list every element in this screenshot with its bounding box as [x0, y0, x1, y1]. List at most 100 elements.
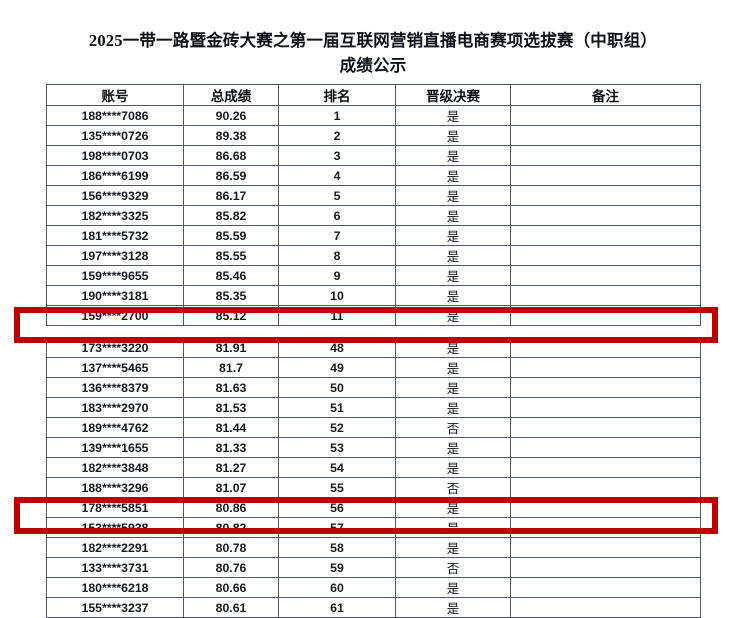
cell-final: 是 — [395, 305, 511, 326]
cell-rank: 10 — [278, 285, 396, 306]
cell-account: 182****3325 — [46, 205, 184, 226]
cell-rank: 54 — [278, 457, 396, 478]
cell-remark — [510, 245, 701, 266]
cell-final: 是 — [395, 577, 511, 598]
cell-rank: 48 — [278, 337, 396, 358]
table-row: 155****3237 80.61 61 是 — [46, 597, 701, 618]
cell-account: 159****2700 — [46, 305, 184, 326]
cell-account: 173****3220 — [46, 337, 184, 358]
table-row: 183****2970 81.53 51 是 — [46, 397, 701, 418]
cell-rank: 7 — [278, 225, 396, 246]
table-row: 188****7086 90.26 1 是 — [46, 105, 701, 126]
cell-remark — [510, 357, 701, 378]
table-row: 182****3325 85.82 6 是 — [46, 205, 701, 226]
cell-rank: 1 — [278, 105, 396, 126]
cell-remark — [510, 597, 701, 618]
cell-score: 89.38 — [183, 125, 279, 146]
cell-final: 是 — [395, 517, 511, 538]
results-table: 账号 总成绩 排名 晋级决赛 备注 188****7086 90.26 1 是 135*… — [46, 84, 701, 618]
cell-rank: 6 — [278, 205, 396, 226]
cell-account: 133****3731 — [46, 557, 184, 578]
cell-account: 197****3128 — [46, 245, 184, 266]
table-row: 190****3181 85.35 10 是 — [46, 285, 701, 306]
cell-account: 182****2291 — [46, 537, 184, 558]
cell-final: 是 — [395, 537, 511, 558]
cell-remark — [510, 517, 701, 538]
table-body: 188****7086 90.26 1 是 135****0726 89.38 2 是 198*… — [46, 105, 701, 618]
cell-rank: 53 — [278, 437, 396, 458]
cell-final: 是 — [395, 377, 511, 398]
cell-rank: 8 — [278, 245, 396, 266]
table-row: 198****0703 86.68 3 是 — [46, 145, 701, 166]
table-row: 173****3220 81.91 48 是 — [46, 337, 701, 358]
cell-rank: 5 — [278, 185, 396, 206]
cell-rank: 58 — [278, 537, 396, 558]
cell-rank: 55 — [278, 477, 396, 498]
cell-final: 是 — [395, 245, 511, 266]
cell-final: 是 — [395, 597, 511, 618]
cell-remark — [510, 285, 701, 306]
cell-score: 81.7 — [183, 357, 279, 378]
cell-remark — [510, 457, 701, 478]
page-title-line-1: 2025一带一路暨金砖大赛之第一届互联网营销直播电商赛项选拔赛（中职组） — [88, 31, 658, 50]
cell-rank: 56 — [278, 497, 396, 518]
cell-account: 182****3848 — [46, 457, 184, 478]
table-row: 189****4762 81.44 52 否 — [46, 417, 701, 438]
cell-remark — [510, 377, 701, 398]
page-title: 2025一带一路暨金砖大赛之第一届互联网营销直播电商赛项选拔赛（中职组） 成绩公… — [46, 28, 700, 78]
cell-account: 183****2970 — [46, 397, 184, 418]
cell-final: 是 — [395, 185, 511, 206]
cell-score: 85.82 — [183, 205, 279, 226]
cell-final: 否 — [395, 417, 511, 438]
cell-score: 80.86 — [183, 497, 279, 518]
cell-final: 是 — [395, 225, 511, 246]
table-row: 153****5938 80.82 57 是 — [46, 517, 701, 538]
cell-remark — [510, 185, 701, 206]
column-header-final: 晋级决赛 — [395, 84, 511, 106]
column-header-score: 总成绩 — [183, 84, 279, 106]
table-block-gap-cell — [46, 325, 701, 338]
table-row: 180****6218 80.66 60 是 — [46, 577, 701, 598]
cell-rank: 61 — [278, 597, 396, 618]
cell-account: 180****6218 — [46, 577, 184, 598]
cell-final: 否 — [395, 557, 511, 578]
page-title-line-2: 成绩公示 — [339, 56, 407, 75]
cell-account: 155****3237 — [46, 597, 184, 618]
cell-rank: 50 — [278, 377, 396, 398]
cell-score: 81.44 — [183, 417, 279, 438]
cell-score: 80.66 — [183, 577, 279, 598]
document-page: 2025一带一路暨金砖大赛之第一届互联网营销直播电商赛项选拔赛（中职组） 成绩公… — [14, 28, 718, 618]
table-row: 182****3848 81.27 54 是 — [46, 457, 701, 478]
cell-rank: 9 — [278, 265, 396, 286]
cell-rank: 59 — [278, 557, 396, 578]
cell-final: 是 — [395, 165, 511, 186]
cell-remark — [510, 305, 701, 326]
table-header: 账号 总成绩 排名 晋级决赛 备注 — [46, 84, 701, 106]
cell-rank: 49 — [278, 357, 396, 378]
column-header-rank: 排名 — [278, 84, 396, 106]
cell-final: 是 — [395, 105, 511, 126]
cell-remark — [510, 437, 701, 458]
cell-account: 156****9329 — [46, 185, 184, 206]
cell-score: 80.61 — [183, 597, 279, 618]
cell-score: 81.07 — [183, 477, 279, 498]
table-row: 178****5851 80.86 56 是 — [46, 497, 701, 518]
cell-remark — [510, 337, 701, 358]
cell-account: 153****5938 — [46, 517, 184, 538]
cell-remark — [510, 397, 701, 418]
cell-account: 186****6199 — [46, 165, 184, 186]
cell-account: 139****1655 — [46, 437, 184, 458]
cell-score: 85.46 — [183, 265, 279, 286]
table-row: 137****5465 81.7 49 是 — [46, 357, 701, 378]
column-header-account: 账号 — [46, 84, 184, 106]
cell-account: 188****7086 — [46, 105, 184, 126]
cell-account: 159****9655 — [46, 265, 184, 286]
cell-score: 86.68 — [183, 145, 279, 166]
cell-rank: 60 — [278, 577, 396, 598]
table-row: 197****3128 85.55 8 是 — [46, 245, 701, 266]
cell-remark — [510, 265, 701, 286]
cell-score: 85.35 — [183, 285, 279, 306]
cell-score: 80.82 — [183, 517, 279, 538]
cell-score: 81.91 — [183, 337, 279, 358]
cell-score: 85.59 — [183, 225, 279, 246]
